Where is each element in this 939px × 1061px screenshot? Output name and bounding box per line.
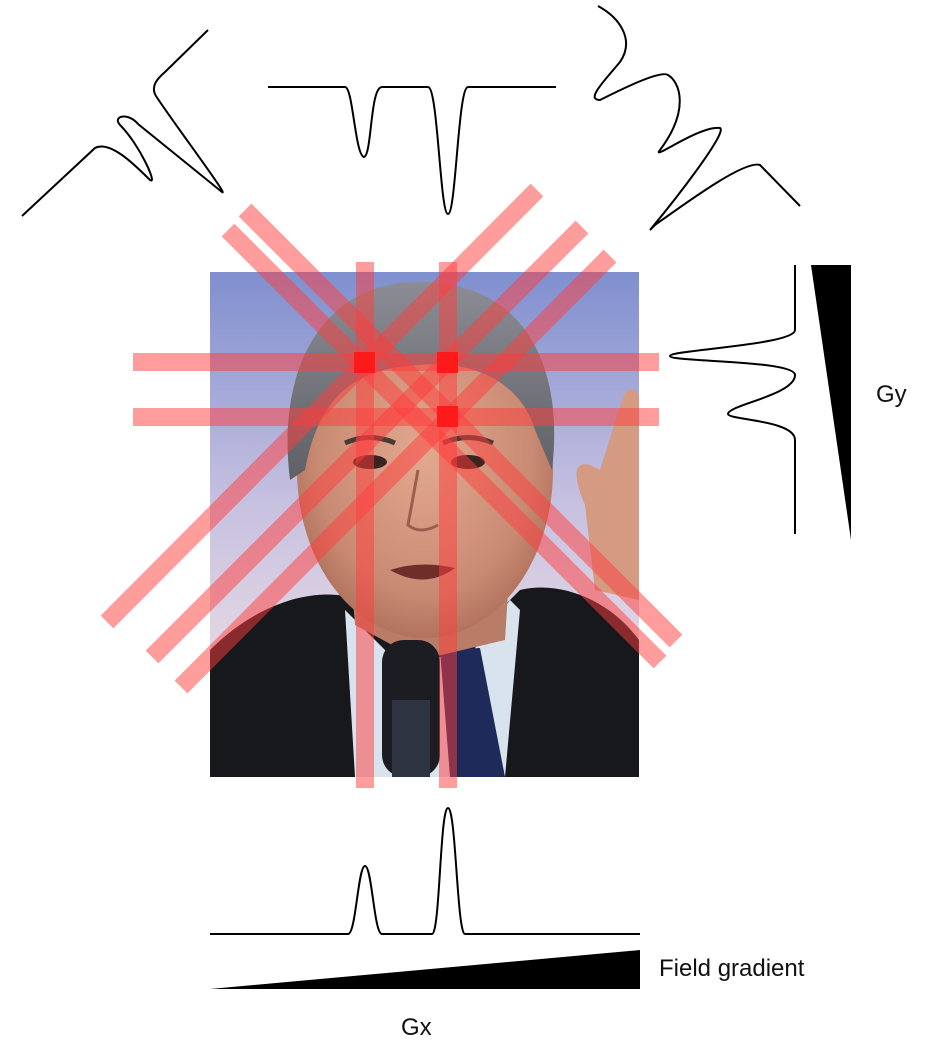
beam-diagonal-up-1 — [100, 183, 544, 629]
hotspot-2 — [437, 352, 458, 373]
beam-diagonal-up-3 — [174, 249, 617, 694]
hotspot-3 — [437, 406, 458, 427]
profile-bottom — [210, 806, 640, 935]
beam-diagonal-up-2 — [145, 220, 589, 664]
hotspot-1 — [354, 352, 375, 373]
projection-beams — [100, 183, 683, 788]
projection-profiles — [21, 5, 801, 935]
gy-label: Gy — [876, 381, 907, 408]
gy-gradient-wedge — [811, 265, 851, 540]
gx-gradient-wedge — [210, 950, 640, 989]
intersection-points — [354, 352, 458, 427]
profile-diagonal-left — [21, 29, 224, 217]
profile-right — [668, 265, 797, 534]
beam-diagonal-down-1 — [238, 203, 683, 648]
gx-label: Gx — [401, 1014, 432, 1041]
beam-diagonal-down-2 — [221, 223, 667, 669]
field-gradient-label: Field gradient — [659, 955, 805, 982]
profile-top — [268, 86, 556, 216]
profile-diagonal-right — [593, 5, 801, 231]
